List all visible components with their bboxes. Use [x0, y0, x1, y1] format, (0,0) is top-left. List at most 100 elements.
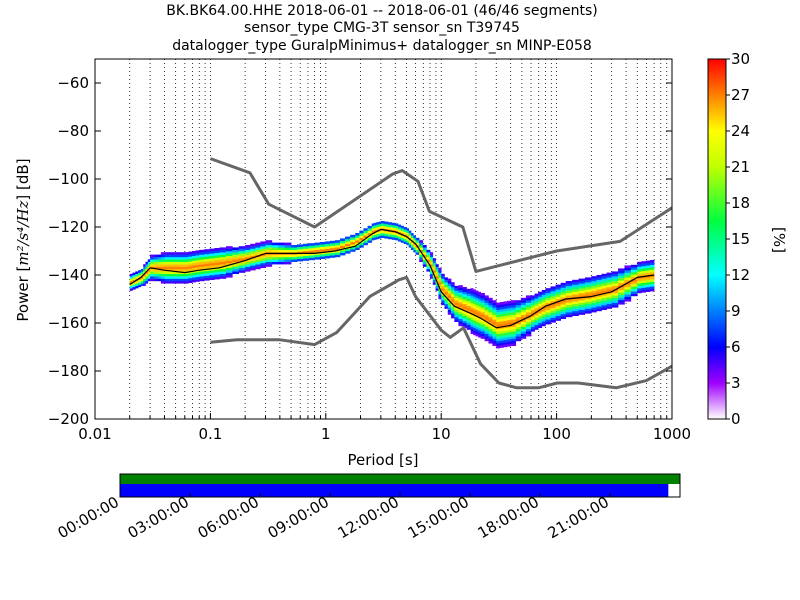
- density-cell: [572, 313, 579, 316]
- density-cell: [466, 288, 471, 292]
- density-cell: [319, 256, 326, 259]
- density-cell: [611, 302, 619, 306]
- density-cell: [140, 269, 144, 272]
- timeline-tick-label: 12:00:00: [335, 493, 402, 542]
- density-cell: [478, 313, 482, 316]
- density-cell: [169, 269, 175, 272]
- density-cell: [314, 242, 320, 246]
- density-cell: [507, 320, 511, 323]
- density-cell: [496, 307, 501, 310]
- density-cell: [649, 262, 655, 265]
- density-cell: [345, 241, 351, 244]
- density-cell: [188, 263, 193, 267]
- density-cell: [271, 254, 279, 258]
- density-cell: [458, 299, 463, 303]
- density-cell: [422, 259, 427, 262]
- density-cell: [199, 273, 205, 277]
- density-cell: [441, 295, 445, 298]
- density-cell: [169, 252, 175, 255]
- density-cell: [596, 289, 602, 292]
- density-cell: [143, 276, 146, 279]
- density-cell: [441, 290, 445, 294]
- density-cell: [238, 258, 246, 261]
- density-cell: [329, 255, 336, 258]
- density-cell: [510, 333, 517, 337]
- density-cell: [565, 281, 573, 284]
- density-cell: [367, 240, 373, 243]
- density-cell: [255, 266, 261, 270]
- density-cell: [308, 255, 315, 258]
- timeline-bottom-bar: [120, 484, 669, 497]
- density-cell: [435, 271, 439, 274]
- density-cell: [492, 321, 497, 325]
- density-cell: [584, 287, 592, 290]
- chart-title-line-2: sensor_type CMG-3T sensor_sn T39745: [244, 20, 520, 36]
- density-cell: [334, 254, 341, 258]
- density-cell: [470, 302, 474, 306]
- density-cell: [555, 306, 561, 309]
- density-cell: [478, 327, 482, 331]
- density-cell: [291, 245, 298, 248]
- density-cell: [555, 318, 561, 321]
- density-cell: [214, 269, 220, 273]
- density-cell: [138, 272, 142, 276]
- density-cell: [470, 317, 474, 320]
- density-cell: [578, 305, 586, 308]
- density-cell: [611, 281, 619, 284]
- density-cell: [541, 299, 546, 303]
- density-cell: [195, 279, 200, 282]
- density-cell: [525, 305, 532, 308]
- density-cell: [473, 315, 476, 319]
- density-cell: [637, 288, 642, 291]
- density-cell: [195, 272, 200, 275]
- density-cell: [219, 247, 227, 250]
- density-cell: [550, 288, 556, 292]
- density-cell: [591, 300, 597, 303]
- density-cell: [618, 280, 625, 283]
- density-cell: [195, 267, 200, 270]
- density-cell: [596, 279, 602, 283]
- density-cell: [391, 225, 396, 228]
- density-cell: [645, 265, 651, 268]
- density-cell: [192, 277, 196, 280]
- density-cell: [143, 266, 146, 270]
- density-cell: [475, 293, 479, 296]
- density-cell: [398, 229, 402, 232]
- density-cell: [232, 247, 240, 250]
- density-cell: [147, 278, 151, 282]
- density-cell: [584, 308, 592, 312]
- density-cell: [555, 287, 561, 290]
- density-cell: [400, 228, 404, 231]
- density-cell: [510, 317, 517, 320]
- density-cell: [492, 309, 497, 313]
- density-cell: [520, 329, 527, 332]
- density-cell: [380, 221, 385, 224]
- density-cell: [199, 254, 205, 258]
- density-cell: [271, 249, 279, 253]
- density-cell: [329, 240, 336, 244]
- density-cell: [145, 281, 149, 284]
- colorbar-tick-label: 18: [731, 194, 750, 212]
- density-cell: [435, 278, 439, 282]
- density-cell: [645, 287, 651, 290]
- colorbar-tick-label: 0: [731, 410, 741, 428]
- density-cell: [291, 257, 298, 260]
- density-cell: [192, 255, 196, 259]
- density-cell: [462, 306, 467, 309]
- density-cell: [432, 260, 436, 264]
- density-cell: [507, 308, 511, 311]
- density-cell: [624, 294, 632, 297]
- density-cell: [606, 277, 612, 280]
- density-cell: [225, 275, 233, 278]
- density-cell: [199, 249, 205, 253]
- x-tick-label: 1: [321, 425, 331, 443]
- colorbar-tick-label: 15: [731, 230, 750, 248]
- density-cell: [447, 305, 452, 308]
- density-cell: [278, 257, 285, 260]
- density-cell: [204, 266, 210, 269]
- density-cell: [473, 291, 476, 295]
- density-cell: [447, 288, 452, 291]
- density-cell: [560, 290, 567, 293]
- density-cell: [143, 271, 146, 274]
